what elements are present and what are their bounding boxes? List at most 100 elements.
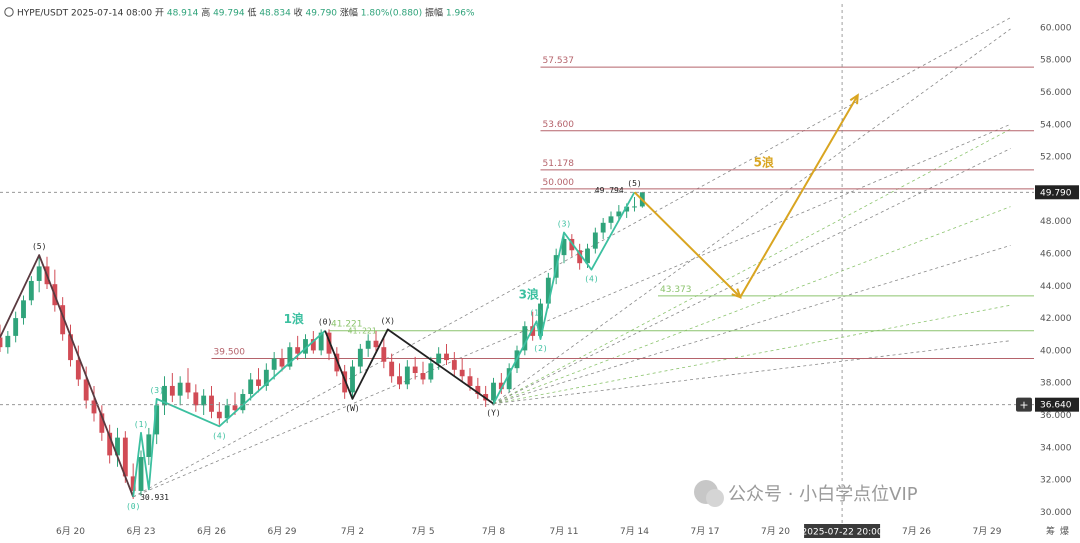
candle-body: [326, 332, 332, 354]
candle-body: [436, 353, 442, 364]
time-tick-label: 6月 23: [126, 526, 155, 537]
axis-corner[interactable]: 筹爆: [1046, 525, 1069, 537]
time-axis[interactable]: 6月 20 6月 23 6月 26 6月 29 7月 2 7月 5 7月 8 7月 11 7月 …: [56, 524, 1002, 538]
elliott-wave-path: [492, 191, 636, 405]
candle-body: [107, 432, 113, 456]
candle-body: [475, 385, 481, 395]
plus-icon: +: [1019, 399, 1028, 412]
corner-label: 爆: [1060, 525, 1069, 537]
candle-body: [491, 382, 496, 401]
candle-body: [420, 373, 426, 380]
candle-body: [506, 368, 512, 390]
candle-body: [122, 437, 128, 477]
price-level-label: 53.600: [543, 120, 575, 130]
symbol-icon: [4, 7, 14, 17]
candle-body: [538, 303, 543, 336]
header-field-label: 振幅: [422, 7, 446, 19]
candle-body: [600, 222, 606, 233]
wave-count-label: 1浪: [284, 311, 304, 326]
time-tick-label: 7月 17: [690, 526, 719, 537]
candle-body: [585, 248, 590, 264]
price-tick-label: 30.000: [1040, 508, 1072, 518]
candle-body: [389, 361, 395, 377]
candle-body: [451, 360, 457, 370]
candle-body: [146, 434, 152, 458]
candle-body: [13, 318, 19, 336]
price-tag: [1035, 397, 1079, 412]
candle-body: [303, 339, 308, 354]
price-tick-label: 38.000: [1040, 379, 1072, 389]
price-level-label: 50.000: [543, 178, 575, 188]
candle-body: [232, 405, 238, 411]
candle-body: [216, 411, 222, 419]
candle-body: [201, 395, 207, 406]
candle-body: [91, 400, 97, 414]
candle-body: [624, 206, 630, 212]
header-field-label: 收: [291, 7, 306, 19]
header-field-value: 1.80%(0.880): [361, 9, 422, 19]
candle-body: [185, 382, 191, 393]
candle-body: [28, 280, 34, 301]
header-field-label: 开: [152, 8, 167, 19]
candle-body: [99, 413, 105, 433]
ohlc-header-text: HYPE/USDT 2025-07-14 08:00 开 48.914 高 49…: [17, 7, 475, 19]
candle-body: [248, 379, 254, 395]
time-tick-label: 7月 2: [341, 526, 364, 537]
ohlc-header: HYPE/USDT 2025-07-14 08:00 开 48.914 高 49…: [4, 7, 475, 19]
candle-body: [577, 250, 583, 264]
candle-body: [412, 366, 418, 374]
candle-body: [256, 379, 261, 386]
price-tick-label: 48.000: [1040, 217, 1072, 227]
price-tick-label: 32.000: [1040, 476, 1072, 486]
price-axis[interactable]: 30.000 32.000 34.000 36.000 38.000 40.000 42.0…: [1016, 23, 1079, 518]
wave-point-label: (3): [149, 386, 163, 395]
price-level-label: 57.537: [543, 56, 575, 66]
header-symbol: HYPE/USDT 2025-07-14 08:00: [17, 9, 152, 19]
candle-body: [115, 437, 120, 456]
candle-body: [616, 211, 622, 217]
wave-point-label: 41.221: [348, 327, 377, 336]
elliott-wave-path: [0, 254, 135, 498]
fan-line: [493, 340, 1011, 405]
fan-lines: [132, 17, 1011, 498]
candle-body: [271, 358, 277, 370]
candle-body: [162, 385, 167, 406]
projection-path: [633, 94, 859, 299]
projection-arrowhead: [731, 288, 742, 299]
fan-line: [493, 304, 1011, 405]
wave-point-label: (0): [318, 318, 332, 327]
candle-body: [545, 277, 551, 304]
wave-point-label: (1): [134, 420, 148, 429]
candle-body: [279, 358, 285, 367]
price-tag: [1035, 185, 1079, 200]
candle-body: [263, 369, 269, 386]
header-field-value: 48.834: [259, 9, 291, 19]
price-tag-label: 49.790: [1040, 188, 1072, 198]
price-tick-label: 54.000: [1040, 120, 1072, 130]
candle-body: [5, 335, 11, 348]
header-field-label: 低: [245, 7, 260, 19]
candle-body: [36, 266, 42, 281]
candle-body: [287, 347, 293, 367]
candle-body: [467, 376, 473, 386]
candle-body: [334, 353, 340, 372]
time-tick-label: 7月 26: [902, 526, 931, 537]
candle-body: [428, 363, 434, 380]
candle-body: [592, 232, 598, 249]
watermark-logo-bubble: [706, 489, 724, 507]
projection-arrowhead: [849, 93, 859, 105]
candle-body: [357, 348, 363, 367]
crosshair-add-button[interactable]: [1016, 397, 1032, 412]
fan-line: [493, 206, 1011, 405]
time-tick-label: 7月 5: [411, 526, 434, 537]
price-tick-label: 40.000: [1040, 346, 1072, 356]
time-tick-label: 6月 29: [267, 526, 296, 537]
candle-body: [310, 339, 316, 351]
candle-body: [381, 347, 387, 362]
candle-body: [530, 326, 536, 336]
wave-point-label: 30.931: [140, 493, 169, 502]
crosshair-time-tag: [804, 524, 881, 538]
candle-body: [154, 405, 160, 435]
elliott-wave-path: [324, 328, 495, 405]
